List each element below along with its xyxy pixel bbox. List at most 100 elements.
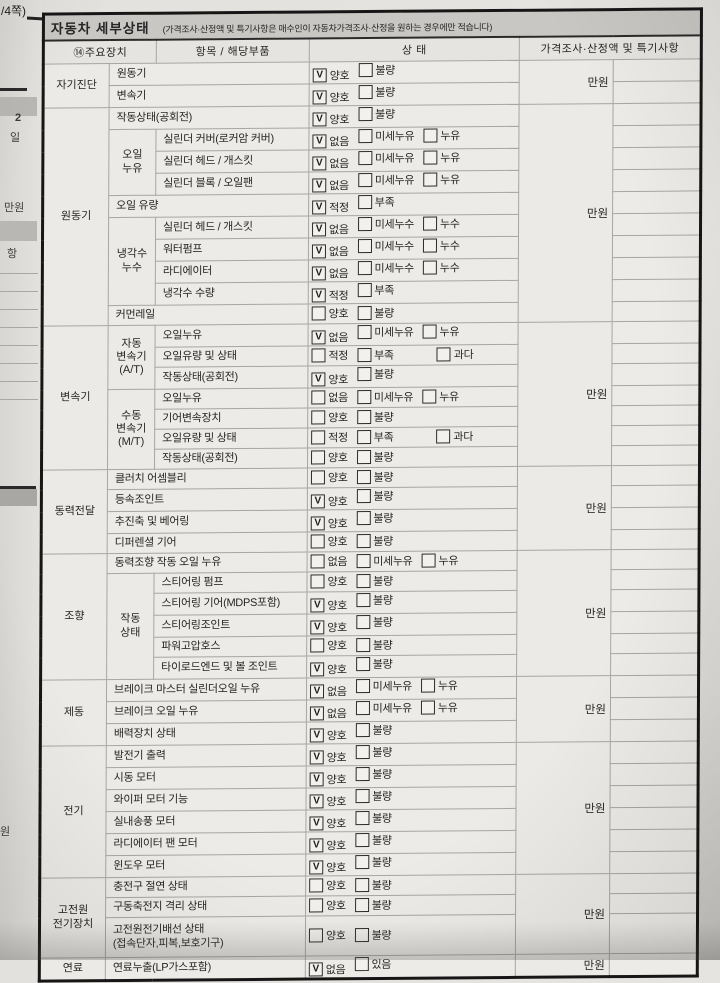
checkbox-checked-icon: V: [312, 112, 327, 127]
checkbox-unchecked-icon: [311, 409, 326, 424]
item-cell: 동력조향 작동 오일 누유: [107, 552, 308, 574]
checkbox-unchecked-icon: [356, 469, 371, 484]
state-cell: 양호 불량: [305, 874, 516, 897]
option-label: 미세누유: [374, 326, 414, 339]
checkbox-unchecked-icon: [356, 573, 371, 588]
price-unit-cell: 만원: [517, 465, 612, 551]
state-option: V 없음: [309, 705, 347, 721]
option-label: 없음: [329, 180, 349, 193]
checkbox-unchecked-icon: [422, 216, 438, 231]
checkbox-unchecked-icon: [357, 347, 372, 362]
state-cell: V 양호 불량: [306, 720, 517, 745]
notes-cell: [610, 632, 699, 654]
notes-cell: [612, 190, 701, 214]
state-cell: V 양호 불량: [306, 742, 517, 767]
option-label: 미세누수: [374, 262, 414, 275]
item-cell: 등속조인트: [107, 488, 308, 512]
checkbox-unchecked-icon: [421, 553, 436, 568]
option-label: 양호: [329, 70, 350, 83]
option-label: 미세누유: [373, 555, 413, 568]
item-cell: 라디에이터 팬 모터: [105, 832, 306, 856]
checkbox-checked-icon: V: [308, 962, 323, 977]
option-label: 양호: [326, 796, 347, 809]
state-option: 누유: [422, 388, 459, 404]
option-label: 없음: [325, 964, 346, 977]
checkbox-unchecked-icon: [354, 877, 369, 892]
option-label: 없음: [328, 268, 349, 281]
checkbox-unchecked-icon: [357, 195, 372, 210]
state-option: V 양호: [309, 793, 347, 809]
item-cell: 스티어링 펌프: [153, 572, 308, 594]
notes-cell: [611, 362, 700, 386]
checkbox-unchecked-icon: [356, 409, 371, 424]
checkbox-unchecked-icon: [357, 283, 372, 298]
form-title-note: (가격조사·산정액 및 특기사항은 매수인이 자동차가격조사·산정을 원하는 경…: [162, 21, 493, 35]
state-option: 누유: [423, 171, 460, 187]
state-option: V 양호: [309, 727, 347, 743]
state-cell: V 양호 불량: [306, 612, 517, 637]
column-header-price: 가격조사·산정액 및 특기사항: [519, 34, 702, 61]
checkbox-unchecked-icon: [355, 723, 370, 738]
state-option: 불량: [356, 408, 394, 424]
column-header-device: ⑭주요장치: [43, 39, 157, 65]
notes-cell: [612, 256, 701, 280]
page-number-fragment: /4쪽): [1, 4, 27, 18]
option-label: 양호: [328, 411, 348, 424]
state-option: 미세누수: [357, 238, 414, 254]
notes-cell: [609, 872, 698, 894]
checkbox-unchecked-icon: [311, 449, 326, 464]
notes-cell: [610, 568, 700, 590]
state-cell: V 양호 불량: [306, 654, 517, 679]
state-option: V 없음: [312, 177, 349, 193]
notes-cell: [609, 892, 698, 914]
state-option: 양호: [310, 637, 347, 653]
checkbox-unchecked-icon: [310, 533, 325, 548]
item-cell: 실린더 커버(로커암 커버): [155, 127, 309, 152]
state-option: 불량: [358, 106, 395, 122]
state-option: V 양호: [310, 661, 347, 677]
notes-cell: [612, 102, 702, 126]
checkbox-unchecked-icon: [356, 429, 371, 444]
option-label: 없음: [328, 391, 348, 404]
state-option: 불량: [356, 572, 393, 588]
option-label: 불량: [371, 834, 392, 848]
notes-cell: [610, 696, 699, 720]
device-group-cell: 자기진단: [43, 63, 110, 109]
option-label: 미세누수: [374, 240, 414, 253]
checkbox-checked-icon: V: [309, 684, 325, 699]
option-label: 불량: [374, 307, 394, 320]
option-label: 불량: [373, 535, 393, 548]
checkbox-unchecked-icon: [355, 767, 370, 782]
item-cell: 기어변속장치: [154, 408, 308, 430]
state-option: 미세누유: [357, 150, 414, 166]
text-fragment: 만원: [4, 202, 25, 214]
state-option: V 없음: [312, 155, 349, 171]
state-option: V 양호: [311, 371, 348, 387]
option-label: 없음: [326, 708, 347, 721]
text-fragment: 항: [7, 248, 18, 260]
subgroup-cell: 냉각수 누수: [108, 217, 156, 306]
checkbox-checked-icon: V: [309, 706, 324, 721]
option-label: 불량: [375, 64, 396, 77]
ruled-line: [0, 273, 38, 274]
paper-shadow: [0, 922, 720, 960]
item-cell: 오일 유량: [108, 194, 309, 218]
checkbox-unchecked-icon: [356, 511, 371, 526]
option-label: 불량: [371, 879, 392, 892]
option-label: 양호: [327, 639, 347, 652]
option-label: 양호: [326, 774, 347, 787]
state-option: V 없음: [308, 961, 346, 977]
option-label: 불량: [375, 86, 395, 99]
checkbox-checked-icon: V: [312, 222, 327, 237]
option-label: 과다: [453, 348, 474, 361]
checkbox-unchecked-icon: [356, 553, 371, 568]
option-label: 누수: [439, 262, 460, 275]
state-cell: V 양호 불량: [306, 786, 517, 811]
option-label: 불량: [372, 724, 393, 738]
item-cell: 클러치 어셈블리: [107, 468, 308, 490]
table-row: 조향 동력조향 작동 오일 누유 없음 미세누유 누유 만원: [40, 548, 700, 681]
option-label: 과다: [453, 430, 474, 443]
checkbox-checked-icon: V: [312, 68, 327, 83]
